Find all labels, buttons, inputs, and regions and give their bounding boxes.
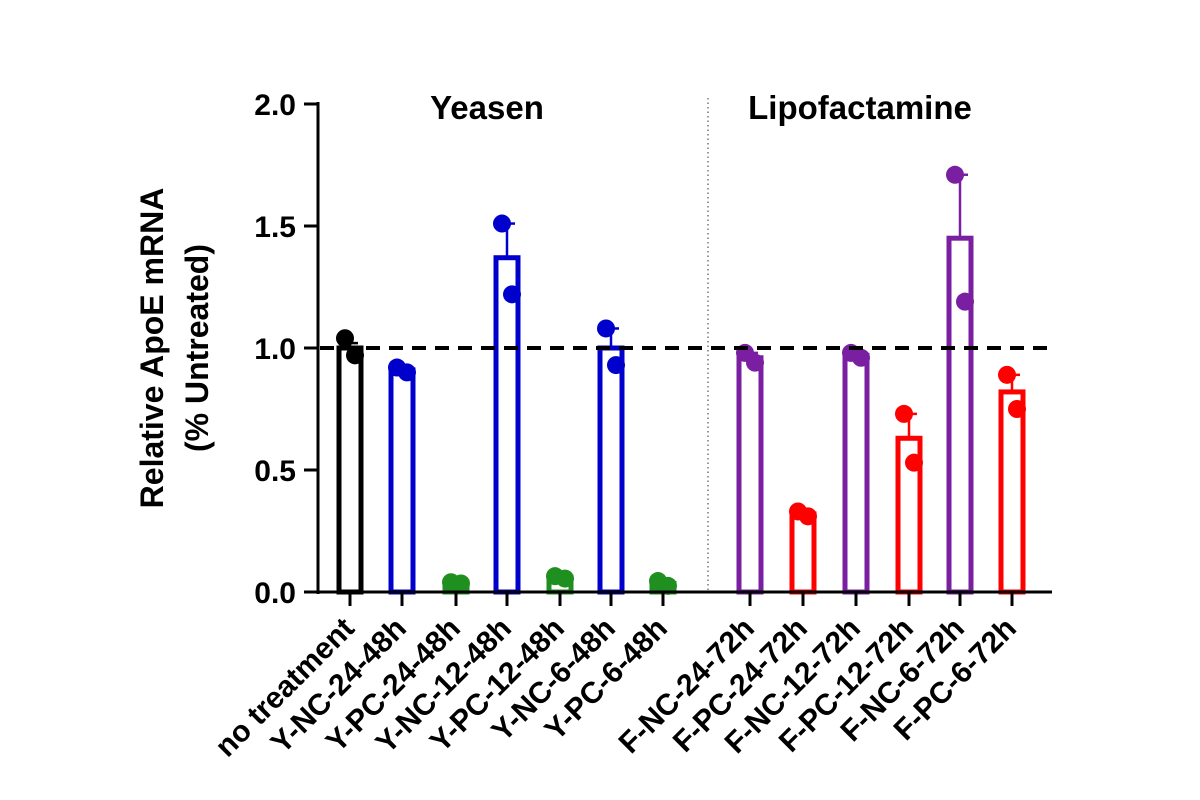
bars-layer — [336, 173, 1026, 595]
data-point-f-pc-12-72h-1 — [895, 404, 913, 423]
data-point-f-pc-12-72h-2 — [905, 453, 923, 472]
labels-layer: 0.00.51.01.52.0no treatmentY-NC-24-48hY-… — [134, 89, 1023, 763]
data-point-y-pc-24-48h-2 — [452, 574, 470, 593]
data-point-y-nc-6-48h-2 — [607, 356, 625, 375]
data-point-y-pc-12-48h-2 — [556, 569, 574, 588]
data-point-y-pc-6-48h-2 — [659, 576, 677, 595]
y-tick-label: 0.5 — [254, 455, 296, 488]
data-point-f-pc-6-72h-2 — [1008, 400, 1026, 418]
axes-layer — [304, 98, 1056, 606]
data-point-f-nc-24-72h-2 — [746, 353, 764, 372]
y-tick-label: 2.0 — [254, 89, 296, 122]
data-point-f-nc-6-72h-2 — [956, 292, 974, 311]
bar-y-nc-12-48h — [493, 255, 521, 595]
data-point-f-nc-6-72h-1 — [946, 165, 964, 184]
group-label-lipofactamine: Lipofactamine — [748, 89, 972, 126]
y-tick-label: 0.0 — [254, 577, 296, 610]
y-axis-title-line-1: Relative ApoE mRNA — [134, 188, 170, 509]
data-point-f-pc-24-72h-2 — [799, 507, 817, 526]
data-point-no-treatment-2 — [346, 346, 364, 365]
y-axis-title-line-2: (% Untreated) — [179, 244, 215, 452]
data-point-f-pc-6-72h-1 — [998, 365, 1016, 384]
bar-f-nc-12-72h — [842, 352, 870, 595]
group-label-yeasen: Yeasen — [430, 89, 544, 126]
bar-f-pc-24-72h — [789, 511, 817, 595]
data-point-no-treatment-1 — [336, 329, 354, 348]
bar-no-treatment — [336, 345, 364, 595]
bar-y-nc-24-48h — [388, 367, 416, 595]
bar-f-pc-6-72h — [998, 389, 1026, 595]
bar-f-nc-24-72h — [736, 355, 764, 595]
data-point-y-nc-6-48h-1 — [597, 319, 615, 338]
data-point-f-nc-12-72h-2 — [852, 348, 870, 367]
bar-y-nc-6-48h — [597, 345, 625, 595]
points-layer — [336, 165, 1026, 595]
y-tick-label: 1.5 — [254, 211, 296, 244]
y-tick-label: 1.0 — [254, 333, 296, 366]
bar-f-nc-6-72h — [946, 235, 974, 595]
data-point-y-nc-12-48h-1 — [493, 214, 511, 233]
data-point-y-nc-12-48h-2 — [503, 285, 521, 304]
data-point-y-nc-24-48h-2 — [398, 363, 416, 382]
